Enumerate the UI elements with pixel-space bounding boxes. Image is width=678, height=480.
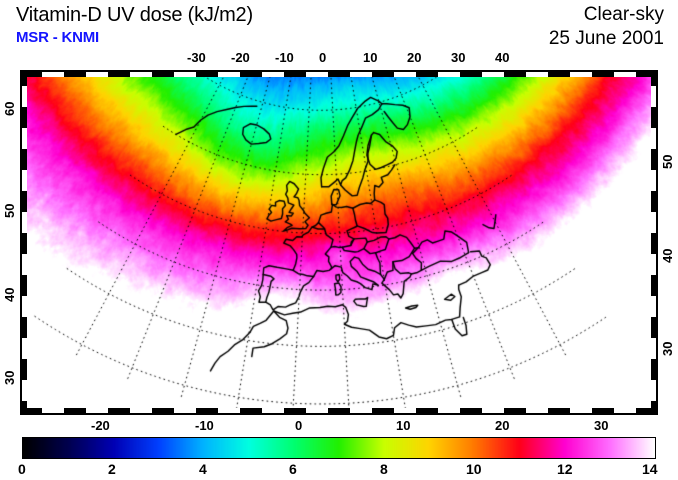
institution-label: MSR - KNMI (16, 29, 99, 46)
x-tick-top: -20 (231, 50, 250, 65)
frame-tick-band (22, 408, 678, 413)
colorbar-tick: 4 (199, 461, 207, 477)
colorbar-tick: 2 (108, 461, 116, 477)
x-tick-bottom: 30 (594, 418, 609, 433)
colorbar-tick: 10 (466, 461, 482, 477)
y-tick-left: 60 (2, 101, 17, 116)
uv-dose-heatmap (25, 75, 653, 410)
map-panel (20, 70, 678, 443)
map-frame-border (20, 70, 658, 415)
frame-tick-band (22, 72, 678, 77)
map-plot-area (25, 75, 653, 410)
x-tick-top: -30 (187, 50, 206, 65)
y-tick-right: 50 (660, 154, 675, 169)
x-tick-bottom: -20 (91, 418, 110, 433)
y-tick-left: 30 (2, 370, 17, 385)
y-tick-left: 40 (2, 287, 17, 302)
page-title: Vitamin-D UV dose (kJ/m2) (16, 4, 253, 26)
x-tick-top: -10 (275, 50, 294, 65)
colorbar-tick: 0 (18, 461, 26, 477)
colorbar-border (22, 437, 656, 459)
y-tick-right: 40 (660, 248, 675, 263)
x-tick-top: 20 (407, 50, 422, 65)
x-tick-top: 30 (451, 50, 466, 65)
y-tick-left: 50 (2, 203, 17, 218)
x-tick-bottom: 10 (396, 418, 411, 433)
x-tick-bottom: 0 (295, 418, 303, 433)
colorbar-tick: 8 (380, 461, 388, 477)
x-tick-bottom: -10 (195, 418, 214, 433)
x-tick-top: 10 (363, 50, 378, 65)
x-tick-top: 0 (319, 50, 327, 65)
colorbar-tick: 6 (289, 461, 297, 477)
colorbar-tick: 12 (557, 461, 573, 477)
condition-label: Clear-sky (583, 4, 664, 25)
x-tick-top: 40 (495, 50, 510, 65)
colorbar (22, 437, 656, 459)
x-tick-bottom: 20 (495, 418, 510, 433)
frame-tick-band (651, 72, 656, 443)
frame-tick-band (22, 72, 27, 443)
colorbar-gradient (23, 438, 655, 458)
colorbar-tick: 14 (642, 461, 658, 477)
date-label: 25 June 2001 (548, 28, 664, 49)
y-tick-right: 30 (660, 341, 675, 356)
